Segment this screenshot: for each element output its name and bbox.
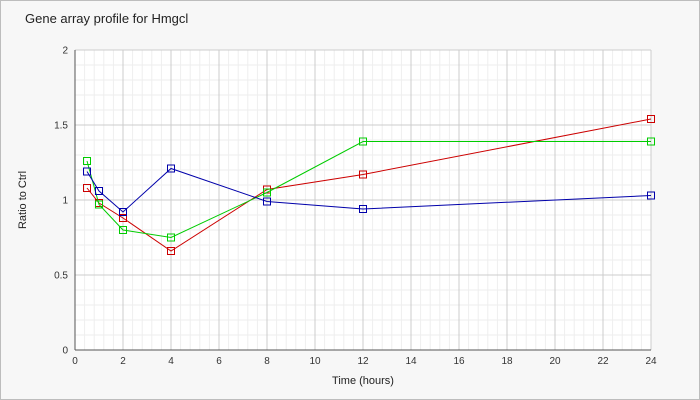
x-tick-label: 22 (597, 356, 609, 367)
x-tick-label: 8 (264, 356, 270, 367)
x-tick-label: 0 (72, 356, 78, 367)
data-point-marker (119, 214, 127, 222)
data-point-marker (647, 115, 655, 123)
data-point-marker (359, 205, 367, 213)
x-tick-label: 16 (453, 356, 465, 367)
series-line (86, 141, 651, 239)
series-line (86, 167, 652, 213)
y-tick-label: 1 (62, 196, 68, 207)
data-point-marker (95, 200, 103, 209)
x-tick-label: 6 (216, 356, 222, 367)
data-point-marker (167, 164, 175, 173)
x-tick-label: 4 (168, 356, 174, 367)
data-point-marker (119, 226, 127, 234)
data-point-marker (263, 197, 271, 206)
data-point-marker (83, 184, 91, 192)
data-point-marker (359, 170, 367, 179)
data-point-marker (167, 247, 175, 255)
y-tick-labels: 0 0.5 1 1.5 2 (54, 46, 68, 357)
data-point-marker (647, 137, 655, 146)
x-tick-label: 20 (549, 356, 561, 367)
x-tick-label: 18 (501, 356, 513, 367)
data-point-marker (119, 208, 127, 216)
data-point-marker (83, 167, 91, 176)
data-point-marker (263, 188, 271, 197)
data-point-marker (647, 191, 655, 200)
x-tick-labels: 0 2 4 6 8 10 12 14 16 18 20 22 24 (72, 356, 657, 367)
x-tick-label: 12 (357, 356, 369, 367)
x-tick-label: 24 (645, 356, 657, 367)
y-tick-label: 1.5 (54, 121, 68, 132)
series-2 (83, 137, 655, 242)
x-tick-label: 10 (309, 356, 321, 367)
x-tick-label: 14 (405, 356, 417, 367)
x-tick-label: 2 (120, 356, 126, 367)
data-point-marker (167, 233, 175, 242)
x-axis-label: Time (hours) (332, 375, 394, 387)
data-point-marker (83, 157, 91, 165)
data-point-marker (95, 187, 103, 195)
y-axis-label: Ratio to Ctrl (17, 171, 29, 229)
data-point-marker (359, 137, 367, 146)
series-3 (83, 164, 655, 216)
y-tick-label: 0 (62, 346, 68, 357)
chart-title: Gene array profile for Hmgcl (25, 11, 189, 26)
y-tick-label: 2 (62, 46, 68, 57)
axes (74, 50, 651, 351)
series-layer (83, 115, 655, 255)
y-tick-label: 0.5 (54, 271, 68, 282)
